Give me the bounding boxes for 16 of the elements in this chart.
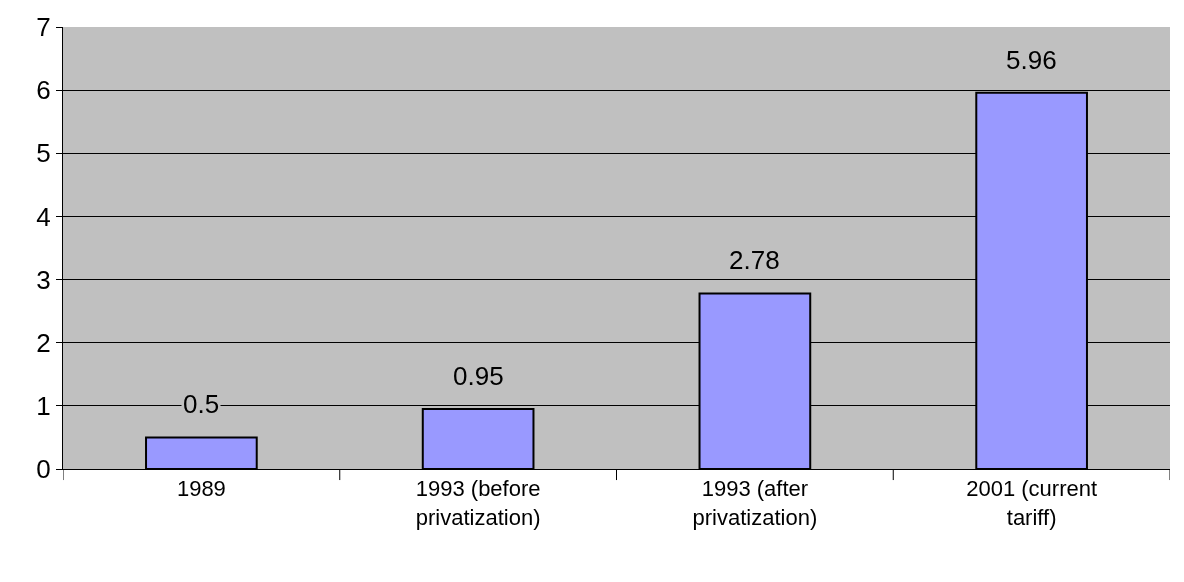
- y-tick-label: 6: [36, 75, 51, 106]
- x-tick-label: 1993 (after privatization): [692, 476, 818, 530]
- data-label: 0.95: [453, 361, 504, 391]
- x-tick-label: 1989: [176, 476, 226, 502]
- data-label: 5.96: [1006, 45, 1057, 75]
- y-tick-label: 0: [36, 454, 51, 485]
- y-tick-label: 5: [36, 138, 51, 169]
- data-label: 2.78: [729, 245, 780, 275]
- y-tick-label: 3: [36, 264, 51, 295]
- y-tick-label: 4: [36, 201, 51, 232]
- x-tick-label: 1993 (before privatization): [415, 476, 541, 530]
- data-label: 0.5: [183, 389, 220, 419]
- x-tick-label: 2001 (current tariff): [966, 476, 1098, 530]
- y-tick-label: 2: [36, 327, 51, 358]
- y-tick-label: 7: [36, 12, 51, 43]
- y-tick-label: 1: [36, 390, 51, 421]
